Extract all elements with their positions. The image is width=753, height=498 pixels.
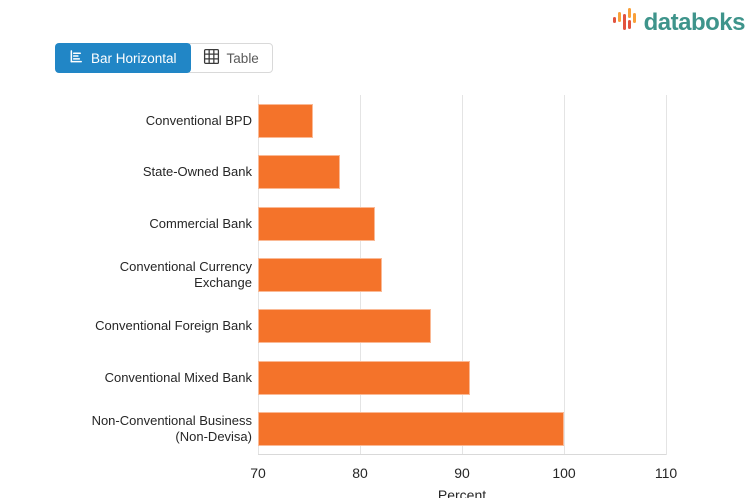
bar-row (258, 404, 666, 455)
bar-row (258, 198, 666, 249)
bar-horizontal-icon (69, 49, 84, 67)
bar-row (258, 301, 666, 352)
bar-horizontal-label: Bar Horizontal (91, 50, 177, 66)
category-axis: Conventional BPD State-Owned Bank Commer… (77, 95, 252, 455)
category-label: Commercial Bank (149, 215, 252, 231)
gridline (666, 95, 667, 455)
x-axis-ticks: 70 80 90 100 110 (250, 465, 677, 481)
x-tick-label: 90 (454, 465, 470, 481)
x-tick-label: 70 (250, 465, 266, 481)
bar-series (258, 95, 666, 455)
bar[interactable] (258, 257, 383, 292)
bar-row (258, 249, 666, 300)
bar[interactable] (258, 155, 340, 190)
x-tick-label: 110 (654, 465, 678, 481)
table-button[interactable]: Table (188, 43, 273, 73)
bar-horizontal-button[interactable]: Bar Horizontal (55, 43, 191, 73)
gridline (462, 95, 463, 455)
databoks-logo-icon (612, 5, 642, 40)
x-axis-line (258, 454, 666, 455)
category-label: Conventional Foreign Bank (95, 318, 252, 334)
x-tick-label: 100 (552, 465, 576, 481)
category-label: Conventional Mixed Bank (104, 369, 252, 385)
bar[interactable] (258, 309, 432, 344)
table-label: Table (226, 50, 259, 66)
bar[interactable] (258, 103, 314, 138)
chart-view-toggle: Bar Horizontal Table (55, 43, 273, 73)
databoks-logo-text: databoks (643, 8, 746, 36)
bar-row (258, 146, 666, 197)
category-label: Conventional Currency Exchange (119, 259, 252, 290)
x-axis-title: Percent (437, 487, 487, 498)
category-label: State-Owned Bank (142, 164, 252, 180)
category-label: Non-Conventional Business (Non-Devisa) (91, 413, 252, 445)
bar-row (258, 352, 666, 403)
x-tick-label: 80 (352, 465, 368, 481)
category-label: Conventional BPD (145, 112, 252, 128)
bar[interactable] (258, 412, 564, 447)
databoks-logo: databoks (612, 5, 746, 40)
gridline (564, 95, 565, 455)
bar-row (258, 95, 666, 146)
bar-chart-plot-area (258, 95, 667, 455)
bar[interactable] (258, 206, 376, 241)
bar[interactable] (258, 360, 471, 395)
table-icon (203, 48, 220, 68)
